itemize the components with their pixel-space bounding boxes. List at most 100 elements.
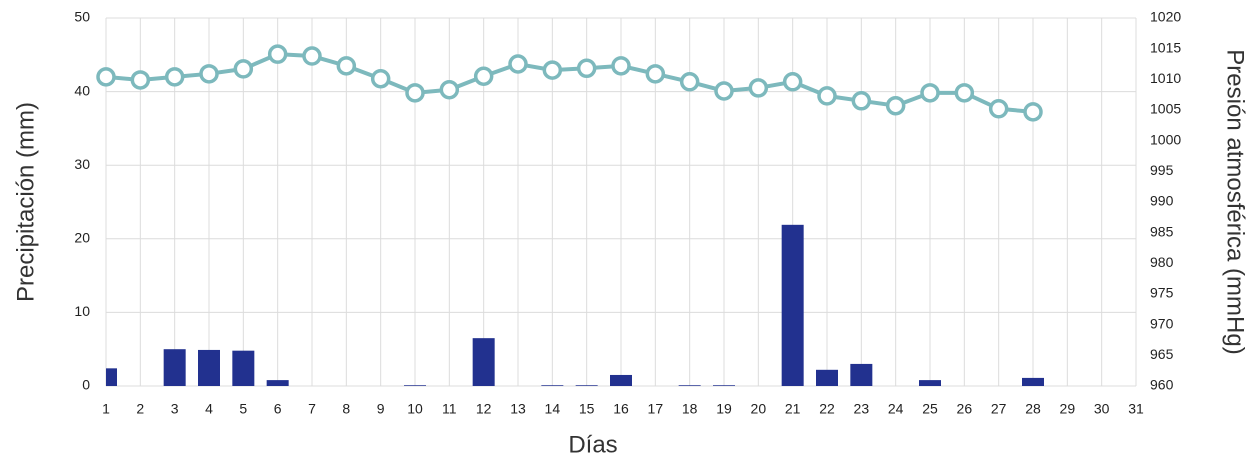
x-tick-label: 20	[751, 401, 767, 417]
bar	[266, 380, 289, 386]
bar	[781, 224, 804, 386]
y-tick-label: 40	[74, 82, 90, 98]
marker	[988, 99, 1009, 119]
marker	[885, 95, 906, 116]
marker	[439, 80, 460, 100]
y2-tick-label: 980	[1150, 254, 1174, 270]
x-tick-label: 16	[613, 401, 629, 417]
bar	[575, 385, 598, 386]
x-tick-label: 2	[136, 401, 144, 417]
line	[105, 52, 1034, 114]
marker	[336, 56, 357, 76]
marker	[1023, 102, 1043, 122]
bar	[106, 368, 117, 386]
marker	[576, 58, 597, 79]
x-tick-label: 29	[1060, 401, 1076, 417]
x-tick-label: 9	[377, 401, 385, 417]
x-tick-label: 23	[854, 401, 870, 417]
marker	[851, 91, 872, 111]
x-tick-label: 15	[579, 401, 595, 417]
marker	[817, 86, 837, 106]
marker	[473, 66, 494, 87]
x-tick-label: 1	[102, 401, 110, 417]
x-tick-label: 24	[888, 401, 904, 417]
marker	[130, 70, 151, 90]
y2-tick-label: 1010	[1150, 70, 1181, 86]
bar	[541, 385, 564, 386]
marker	[679, 72, 700, 92]
marker	[748, 78, 769, 98]
x-tick-label: 17	[648, 401, 664, 417]
x-axis-title: Días	[568, 431, 617, 458]
marker	[164, 67, 185, 87]
x-tick-label: 11	[442, 401, 457, 417]
x-tick-label: 21	[785, 401, 801, 417]
marker	[920, 83, 940, 103]
x-tick-label: 12	[476, 401, 492, 417]
bar	[163, 349, 186, 386]
bar	[919, 380, 941, 386]
marker	[405, 83, 425, 103]
bar	[1022, 377, 1044, 386]
x-tick-label: 6	[274, 401, 282, 417]
marker	[302, 46, 322, 66]
bar	[610, 374, 632, 386]
x-tick-label: 26	[957, 401, 973, 417]
x-tick-label: 31	[1128, 401, 1144, 417]
marker	[508, 54, 528, 74]
x-tick-label: 5	[239, 401, 247, 417]
bar	[850, 363, 873, 386]
bar	[198, 349, 220, 386]
x-tick-label: 22	[819, 401, 835, 417]
y2-tick-label: 1000	[1150, 131, 1181, 147]
marker	[370, 68, 391, 89]
y-tick-label: 0	[82, 377, 90, 393]
y2-tick-label: 1020	[1150, 9, 1181, 25]
bar	[678, 385, 701, 386]
x-tick-label: 30	[1094, 401, 1110, 417]
marker	[542, 60, 563, 80]
y-tick-label: 20	[74, 230, 90, 246]
x-tick-label: 19	[716, 401, 732, 417]
marker	[233, 59, 254, 79]
y2-tick-label: 965	[1150, 346, 1174, 362]
bar	[713, 385, 735, 386]
y2-tick-label: 975	[1150, 285, 1174, 301]
x-tick-label: 13	[510, 401, 526, 417]
y2-axis-title: Presión atmosférica (mmHg)	[1222, 49, 1249, 354]
x-tick-label: 7	[308, 401, 316, 417]
x-tick-label: 10	[407, 401, 423, 417]
marker	[611, 56, 631, 76]
y-tick-label: 30	[74, 156, 90, 172]
y2-tick-label: 995	[1150, 162, 1174, 178]
x-tick-label: 8	[342, 401, 350, 417]
x-tick-label: 25	[922, 401, 938, 417]
x-tick-label: 4	[205, 401, 213, 417]
y-tick-label: 50	[74, 9, 90, 25]
marker	[267, 44, 288, 64]
y2-tick-label: 985	[1150, 223, 1174, 239]
marker	[954, 83, 975, 103]
x-tick-label: 18	[682, 401, 698, 417]
y2-tick-label: 960	[1150, 377, 1174, 393]
marker	[199, 64, 219, 84]
x-tick-label: 27	[991, 401, 1007, 417]
y-tick-label: 10	[74, 303, 90, 319]
marker	[645, 64, 666, 84]
x-tick-label: 28	[1025, 401, 1041, 417]
y2-tick-label: 1005	[1150, 101, 1181, 117]
bar	[404, 385, 426, 386]
marker	[714, 81, 734, 101]
bar	[232, 350, 255, 386]
x-tick-label: 3	[171, 401, 179, 417]
y-axis-title: Precipitación (mm)	[12, 102, 39, 302]
marker	[96, 67, 116, 87]
plot-area	[106, 224, 1044, 386]
y2-tick-label: 990	[1150, 193, 1174, 209]
marker	[782, 72, 803, 92]
y2-tick-label: 1015	[1150, 39, 1181, 55]
bar	[472, 338, 495, 386]
x-tick-label: 14	[545, 401, 561, 417]
